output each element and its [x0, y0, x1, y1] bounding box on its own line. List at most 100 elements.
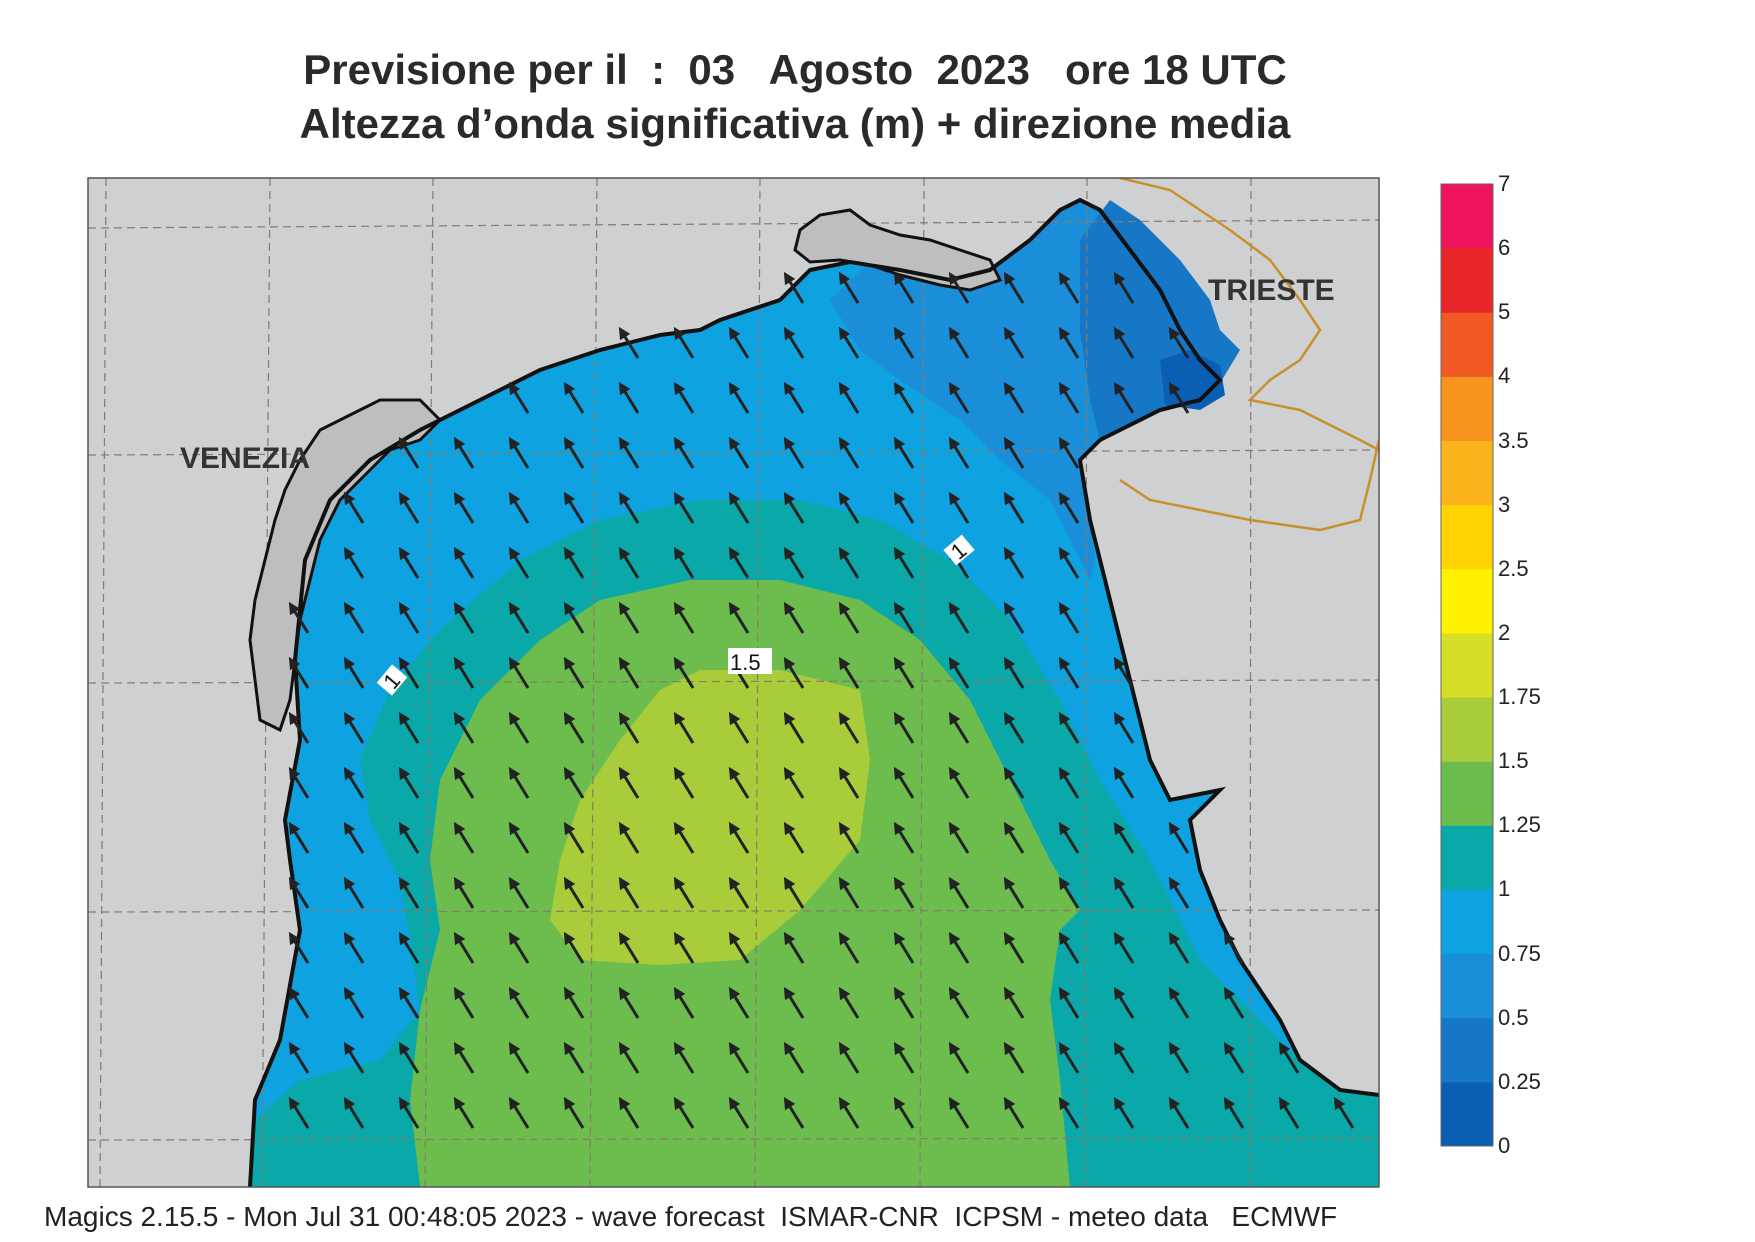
wave-arrow	[1003, 546, 1025, 579]
wave-arrow	[398, 821, 420, 854]
wave-arrow	[728, 491, 750, 524]
wave-arrow	[893, 656, 915, 689]
wave-arrow	[563, 1041, 585, 1074]
wave-arrow	[673, 436, 695, 469]
wave-arrow	[1058, 931, 1080, 964]
wave-arrow	[1168, 1096, 1190, 1129]
wave-arrow	[1058, 1096, 1080, 1129]
wave-arrow	[838, 1041, 860, 1074]
colorbar-swatch	[1441, 248, 1493, 313]
wave-arrow	[1003, 271, 1025, 304]
contour-label-1-5: 1.5	[728, 648, 772, 675]
wave-arrow	[343, 601, 365, 634]
wave-arrow	[838, 381, 860, 414]
wave-arrow	[893, 1041, 915, 1074]
wave-arrow	[838, 986, 860, 1019]
wave-arrow	[673, 601, 695, 634]
wave-arrow	[508, 986, 530, 1019]
colorbar-label: 0	[1498, 1133, 1511, 1158]
wave-arrow	[893, 766, 915, 799]
wave-arrow	[398, 766, 420, 799]
wave-arrow	[1058, 601, 1080, 634]
wave-arrow	[563, 546, 585, 579]
wave-arrow	[1003, 1096, 1025, 1129]
wave-arrow	[838, 766, 860, 799]
wave-arrow	[563, 1096, 585, 1129]
wave-arrow	[893, 931, 915, 964]
wave-arrow	[1003, 381, 1025, 414]
wave-arrow	[618, 656, 640, 689]
wave-arrow	[1113, 821, 1135, 854]
wave-arrow	[728, 1041, 750, 1074]
wave-arrow	[618, 1041, 640, 1074]
wave-arrow	[673, 326, 695, 359]
wave-arrow	[1223, 1041, 1245, 1074]
wave-arrow	[783, 656, 805, 689]
wave-arrow	[618, 381, 640, 414]
wave-arrow	[783, 436, 805, 469]
wave-arrow	[563, 491, 585, 524]
wave-arrow	[618, 546, 640, 579]
wave-arrow	[1168, 876, 1190, 909]
wave-arrow	[398, 436, 420, 469]
wave-arrow	[1058, 436, 1080, 469]
wave-arrow	[1113, 766, 1135, 799]
wave-arrow	[1168, 326, 1190, 359]
wave-arrow	[948, 931, 970, 964]
wave-arrow	[343, 546, 365, 579]
wave-arrow	[1003, 326, 1025, 359]
wave-arrow	[288, 986, 310, 1019]
wave-arrow	[728, 601, 750, 634]
wave-arrow	[673, 546, 695, 579]
colorbar-swatch	[1441, 568, 1493, 634]
wave-arrow	[1168, 1041, 1190, 1074]
wave-arrow	[783, 1096, 805, 1129]
wave-arrow	[508, 656, 530, 689]
wave-arrow	[948, 766, 970, 799]
wave-arrow	[783, 601, 805, 634]
wave-arrow	[1168, 381, 1190, 414]
wave-arrow	[838, 656, 860, 689]
wave-arrow	[508, 931, 530, 964]
title-line-1: Previsione per il : 03 Agosto 2023 ore 1…	[303, 46, 1287, 93]
zone-1.5-1.75	[550, 670, 870, 965]
wave-arrow	[728, 436, 750, 469]
wave-arrow	[618, 1096, 640, 1129]
colorbar-frame	[1440, 183, 1494, 1147]
wave-arrow	[893, 1096, 915, 1129]
wave-arrow	[673, 381, 695, 414]
place-venezia: VENEZIA	[180, 442, 310, 475]
wave-arrow	[728, 986, 750, 1019]
wave-arrow	[508, 1096, 530, 1129]
wave-arrow	[728, 711, 750, 744]
wave-arrow	[343, 711, 365, 744]
wave-arrow	[783, 491, 805, 524]
wave-arrow	[343, 656, 365, 689]
colorbar-label: 5	[1498, 299, 1511, 325]
wave-arrow	[783, 821, 805, 854]
wave-arrow	[838, 436, 860, 469]
wave-arrow	[453, 821, 475, 854]
wave-arrow	[618, 601, 640, 634]
wave-arrow	[1058, 546, 1080, 579]
wave-arrow	[673, 491, 695, 524]
wave-arrow	[783, 1041, 805, 1074]
place-trieste: TRIESTE	[1208, 274, 1335, 307]
colorbar-label: 1	[1498, 876, 1511, 902]
wave-arrow	[948, 601, 970, 634]
wave-arrow	[288, 1041, 310, 1074]
wave-arrow	[398, 931, 420, 964]
wave-arrow	[508, 766, 530, 799]
wave-arrow	[1168, 821, 1190, 854]
wave-arrow	[1058, 876, 1080, 909]
wave-arrow	[948, 876, 970, 909]
wave-arrow	[728, 766, 750, 799]
wave-arrow	[453, 1041, 475, 1074]
wave-arrow	[1278, 1096, 1300, 1129]
wave-arrow	[893, 821, 915, 854]
wave-arrow	[1223, 1096, 1245, 1129]
wave-arrow	[508, 491, 530, 524]
wave-arrow	[398, 1096, 420, 1129]
title-line-2: Altezza d’onda significativa (m) + direz…	[299, 100, 1291, 147]
